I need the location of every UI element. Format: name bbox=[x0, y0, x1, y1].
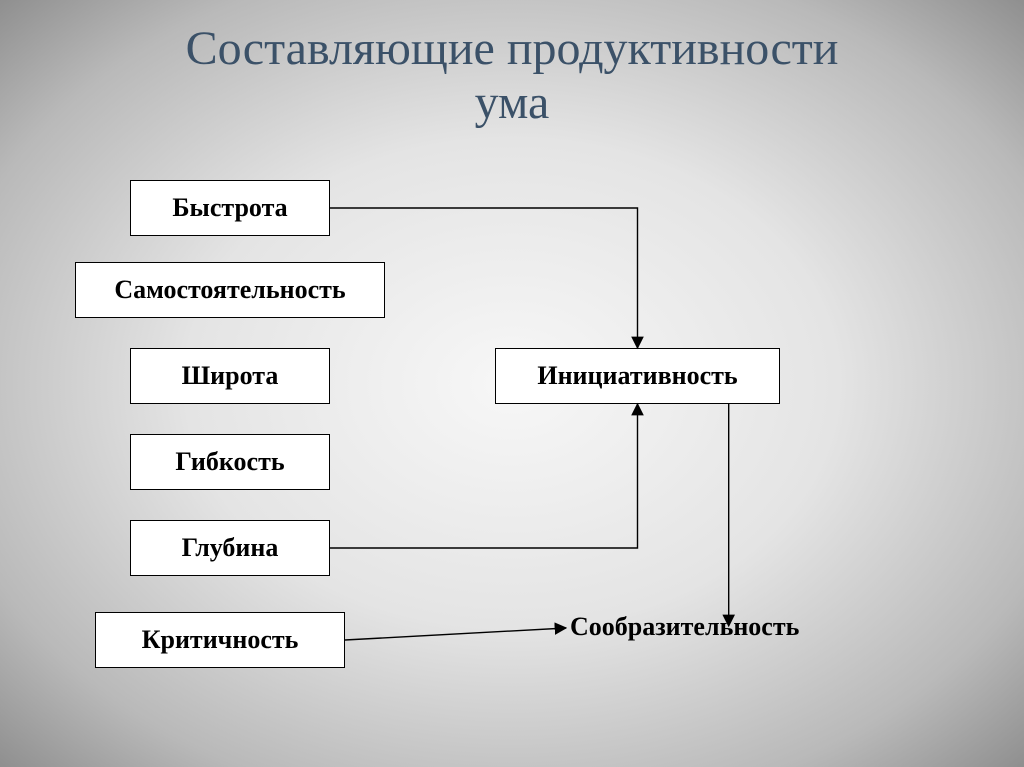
node-depth-label: Глубина bbox=[182, 533, 279, 563]
slide: Составляющие продуктивностиума Быстрота … bbox=[0, 0, 1024, 767]
node-criticality-label: Критичность bbox=[142, 625, 299, 655]
node-speed: Быстрота bbox=[130, 180, 330, 236]
node-criticality: Критичность bbox=[95, 612, 345, 668]
node-breadth-label: Широта bbox=[182, 361, 279, 391]
node-speed-label: Быстрота bbox=[172, 193, 287, 223]
node-wit-label: Сообразительность bbox=[570, 612, 799, 641]
node-depth: Глубина bbox=[130, 520, 330, 576]
node-initiative-label: Инициативность bbox=[537, 361, 737, 391]
node-flexibility: Гибкость bbox=[130, 434, 330, 490]
slide-title: Составляющие продуктивностиума bbox=[0, 22, 1024, 130]
node-wit: Сообразительность bbox=[570, 612, 799, 642]
node-initiative: Инициативность bbox=[495, 348, 780, 404]
node-breadth: Широта bbox=[130, 348, 330, 404]
title-text: Составляющие продуктивностиума bbox=[186, 22, 839, 129]
node-independence-label: Самостоятельность bbox=[114, 275, 345, 305]
node-flexibility-label: Гибкость bbox=[175, 447, 284, 477]
node-independence: Самостоятельность bbox=[75, 262, 385, 318]
